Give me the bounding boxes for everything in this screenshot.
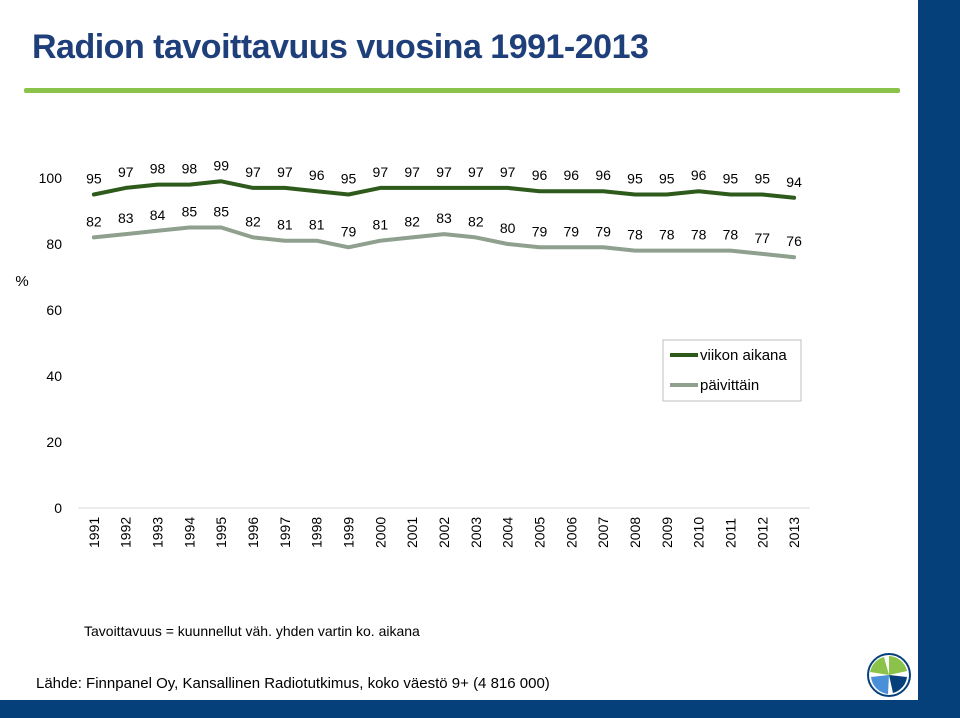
data-label: 95 [723, 171, 739, 187]
data-label: 78 [723, 227, 739, 243]
x-tick-label: 2001 [404, 517, 420, 548]
data-label: 82 [245, 213, 261, 229]
data-label: 95 [627, 171, 643, 187]
data-label: 78 [627, 227, 643, 243]
y-axis: 0 20 40 60 80 100 [39, 170, 63, 516]
data-label: 85 [182, 204, 198, 220]
data-label: 99 [213, 157, 229, 173]
data-label: 85 [213, 204, 229, 220]
x-tick-label: 2011 [722, 518, 738, 548]
data-label: 97 [245, 164, 261, 180]
data-label: 96 [309, 167, 325, 183]
data-label: 96 [564, 167, 580, 183]
legend-box [662, 339, 802, 402]
y-tick-label: 80 [46, 236, 62, 252]
data-label: 97 [118, 164, 134, 180]
slide-title: Radion tavoittavuus vuosina 1991-2013 [32, 28, 649, 66]
data-label: 82 [86, 213, 102, 229]
y-tick-label: 0 [54, 500, 62, 516]
x-tick-label: 2005 [531, 517, 547, 548]
data-label: 78 [691, 227, 707, 243]
data-label: 97 [436, 164, 452, 180]
x-tick-label: 2013 [786, 517, 802, 548]
data-label: 77 [754, 230, 770, 246]
x-tick-label: 2008 [627, 517, 643, 548]
source-note: Lähde: Finnpanel Oy, Kansallinen Radiotu… [36, 675, 550, 692]
data-label: 97 [373, 164, 389, 180]
data-label: 97 [404, 164, 420, 180]
data-label: 96 [595, 167, 611, 183]
x-axis-tick-labels: 1991 1992 1993 1994 1995 1996 1997 1998 1999 2000… [86, 517, 802, 548]
x-tick-label: 1994 [181, 517, 197, 548]
legend-label-paivittain: päivittäin [700, 377, 759, 394]
logo-icon [867, 653, 911, 697]
x-tick-label: 2004 [500, 517, 516, 548]
x-tick-label: 1993 [150, 517, 166, 548]
data-label: 79 [595, 223, 611, 239]
x-tick-label: 2000 [372, 517, 388, 548]
data-label: 98 [182, 161, 198, 177]
data-labels-layer: 95 97 98 98 99 97 97 96 95 97 97 97 97 97 96 96 96 95 95 96… [86, 157, 802, 249]
data-label: 79 [341, 223, 357, 239]
x-tick-label: 1999 [341, 517, 357, 548]
x-tick-label: 2002 [436, 517, 452, 548]
bottom-decorative-band [0, 700, 960, 718]
series-layer [91, 179, 797, 260]
x-tick-label: 1995 [213, 517, 229, 548]
x-tick-label: 2003 [468, 517, 484, 548]
x-tick-label: 2009 [659, 517, 675, 548]
data-label: 94 [786, 174, 802, 190]
series-line-paivittain [91, 225, 797, 260]
data-label: 78 [659, 227, 675, 243]
data-label: 81 [277, 217, 293, 233]
y-tick-label: 20 [46, 434, 62, 450]
data-label: 82 [468, 213, 484, 229]
chart-footnote: Tavoittavuus = kuunnellut väh. yhden var… [84, 623, 420, 639]
x-tick-label: 2010 [691, 517, 707, 548]
y-tick-label: 60 [46, 302, 62, 318]
data-label: 80 [500, 220, 516, 236]
data-label: 96 [691, 167, 707, 183]
data-label: 79 [532, 223, 548, 239]
x-tick-label: 2007 [595, 517, 611, 548]
data-label: 95 [341, 171, 357, 187]
data-label: 97 [277, 164, 293, 180]
x-tick-label: 1998 [309, 517, 325, 548]
data-label: 83 [118, 210, 134, 226]
data-label: 95 [754, 171, 770, 187]
data-label: 76 [786, 233, 802, 249]
legend-label-viikon-aikana: viikon aikana [700, 347, 787, 364]
x-tick-label: 1996 [245, 517, 261, 548]
data-label: 95 [86, 171, 102, 187]
data-label: 97 [468, 164, 484, 180]
x-tick-label: 2012 [754, 517, 770, 548]
y-axis-label: % [15, 273, 28, 290]
data-label: 81 [309, 217, 325, 233]
data-label: 84 [150, 207, 166, 223]
right-decorative-band [918, 0, 960, 718]
data-label: 82 [404, 213, 420, 229]
data-label: 96 [532, 167, 548, 183]
legend: viikon aikana päivittäin [662, 339, 802, 402]
data-label: 97 [500, 164, 516, 180]
data-label: 98 [150, 161, 166, 177]
series-line-viikon-aikana [91, 179, 797, 200]
title-underline [24, 88, 900, 93]
y-tick-label: 40 [46, 368, 62, 384]
x-tick-label: 1992 [118, 517, 134, 548]
data-label: 81 [373, 217, 389, 233]
x-tick-label: 1997 [277, 517, 293, 548]
data-label: 95 [659, 171, 675, 187]
data-label: 79 [564, 223, 580, 239]
data-label: 83 [436, 210, 452, 226]
x-tick-label: 1991 [86, 517, 102, 548]
y-tick-label: 100 [39, 170, 63, 186]
x-tick-label: 2006 [563, 517, 579, 548]
